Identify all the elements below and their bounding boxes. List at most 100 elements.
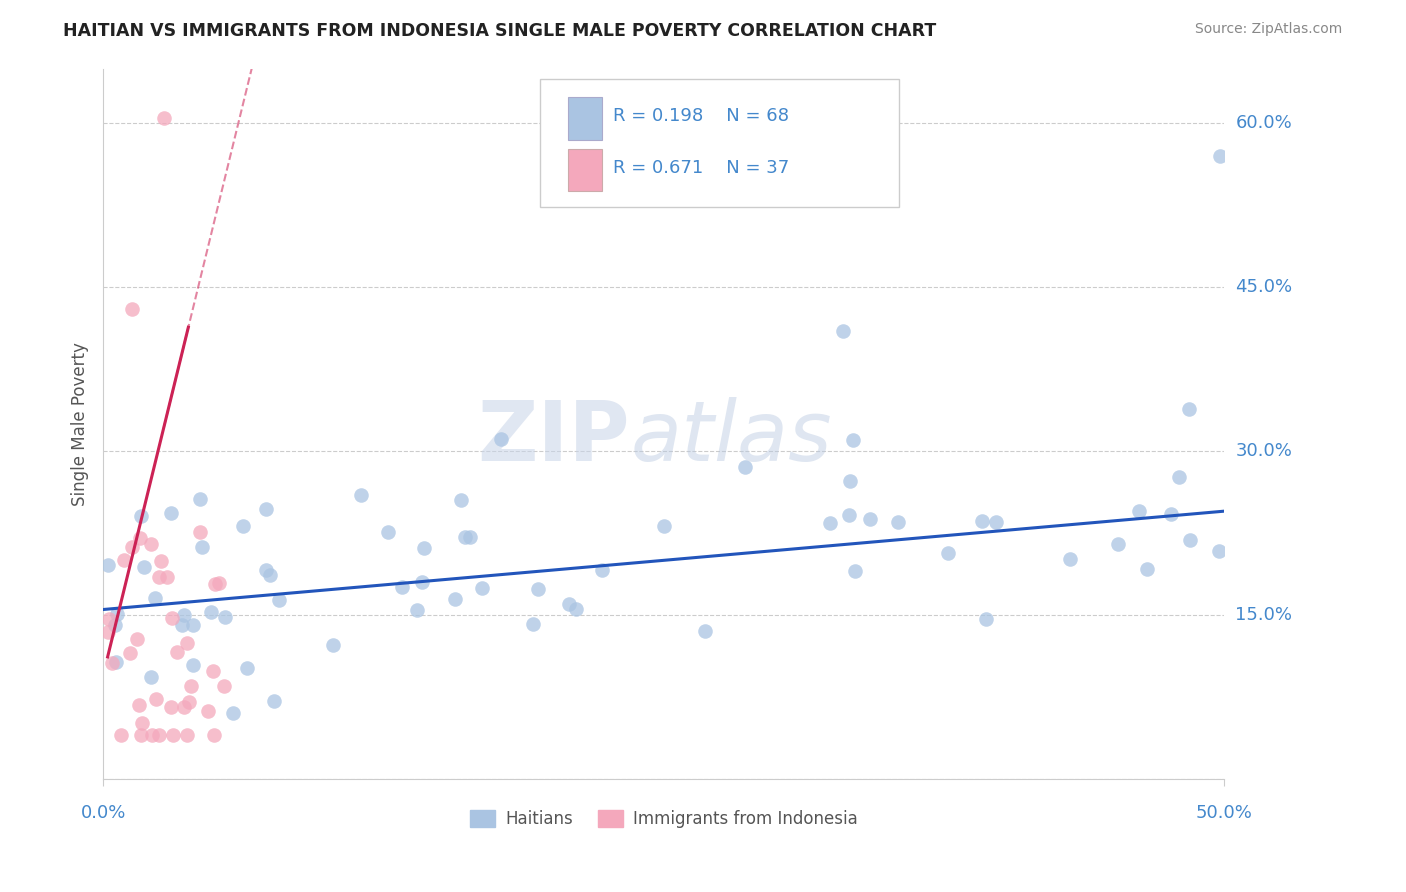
- FancyBboxPatch shape: [568, 97, 602, 139]
- Point: [254, 501, 277, 516]
- Point: [453, 530, 475, 544]
- Text: ZIP: ZIP: [478, 398, 630, 478]
- Point: [148, 728, 170, 742]
- Point: [976, 612, 998, 626]
- Point: [406, 603, 429, 617]
- Point: [377, 525, 399, 540]
- Point: [564, 601, 586, 615]
- Point: [222, 706, 245, 720]
- Point: [143, 591, 166, 606]
- Point: [152, 111, 174, 125]
- Point: [145, 691, 167, 706]
- Point: [695, 624, 717, 638]
- Text: R = 0.671    N = 37: R = 0.671 N = 37: [613, 159, 790, 177]
- Text: 60.0%: 60.0%: [1236, 114, 1292, 132]
- Point: [148, 570, 170, 584]
- Point: [104, 618, 127, 632]
- Point: [131, 715, 153, 730]
- Point: [160, 507, 183, 521]
- Point: [212, 679, 235, 693]
- Point: [170, 617, 193, 632]
- Point: [450, 493, 472, 508]
- Point: [254, 563, 277, 577]
- Point: [98, 612, 121, 626]
- Point: [105, 607, 128, 621]
- Point: [1160, 508, 1182, 522]
- Point: [842, 434, 865, 448]
- Point: [156, 570, 179, 584]
- Point: [267, 593, 290, 607]
- Point: [1167, 470, 1189, 484]
- Point: [120, 647, 142, 661]
- Point: [200, 605, 222, 619]
- Point: [1178, 402, 1201, 417]
- FancyBboxPatch shape: [540, 79, 900, 207]
- Point: [141, 728, 163, 742]
- Point: [110, 728, 132, 742]
- Point: [162, 728, 184, 742]
- Point: [176, 728, 198, 742]
- Point: [411, 575, 433, 590]
- Point: [134, 559, 156, 574]
- Point: [887, 515, 910, 529]
- Point: [844, 564, 866, 578]
- Point: [1208, 543, 1230, 558]
- Point: [1107, 537, 1129, 551]
- Point: [349, 488, 371, 502]
- Point: [166, 645, 188, 659]
- Point: [179, 695, 201, 709]
- Point: [214, 610, 236, 624]
- Point: [128, 698, 150, 713]
- Point: [128, 531, 150, 545]
- Point: [322, 638, 344, 652]
- FancyBboxPatch shape: [568, 149, 602, 192]
- Point: [100, 656, 122, 670]
- Point: [391, 580, 413, 594]
- Point: [202, 664, 225, 678]
- Point: [1209, 149, 1232, 163]
- Point: [970, 515, 993, 529]
- Point: [97, 625, 120, 640]
- Point: [1059, 552, 1081, 566]
- Point: [557, 597, 579, 611]
- Point: [859, 512, 882, 526]
- Point: [141, 670, 163, 684]
- Point: [97, 558, 120, 572]
- Text: 50.0%: 50.0%: [1197, 804, 1253, 822]
- Point: [838, 508, 860, 522]
- Point: [526, 582, 548, 597]
- Point: [188, 524, 211, 539]
- Point: [125, 632, 148, 647]
- Point: [444, 592, 467, 607]
- Point: [489, 432, 512, 446]
- Point: [984, 515, 1007, 529]
- Point: [522, 616, 544, 631]
- Legend: Haitians, Immigrants from Indonesia: Haitians, Immigrants from Indonesia: [464, 803, 865, 835]
- Point: [259, 568, 281, 582]
- Point: [105, 655, 128, 669]
- Point: [188, 491, 211, 506]
- Point: [131, 508, 153, 523]
- Point: [734, 460, 756, 475]
- Text: R = 0.198    N = 68: R = 0.198 N = 68: [613, 107, 789, 125]
- Point: [181, 657, 204, 672]
- Point: [176, 636, 198, 650]
- Y-axis label: Single Male Poverty: Single Male Poverty: [72, 342, 89, 506]
- Point: [818, 516, 841, 531]
- Point: [149, 554, 172, 568]
- Point: [232, 518, 254, 533]
- Text: 0.0%: 0.0%: [80, 804, 125, 822]
- Point: [838, 474, 860, 488]
- Point: [832, 324, 855, 338]
- Point: [139, 537, 162, 551]
- Point: [129, 728, 152, 742]
- Point: [173, 700, 195, 714]
- Point: [112, 552, 135, 566]
- Point: [236, 661, 259, 675]
- Point: [413, 541, 436, 556]
- Text: 15.0%: 15.0%: [1236, 606, 1292, 624]
- Point: [202, 728, 225, 742]
- Point: [471, 581, 494, 595]
- Point: [180, 679, 202, 693]
- Point: [1180, 533, 1202, 547]
